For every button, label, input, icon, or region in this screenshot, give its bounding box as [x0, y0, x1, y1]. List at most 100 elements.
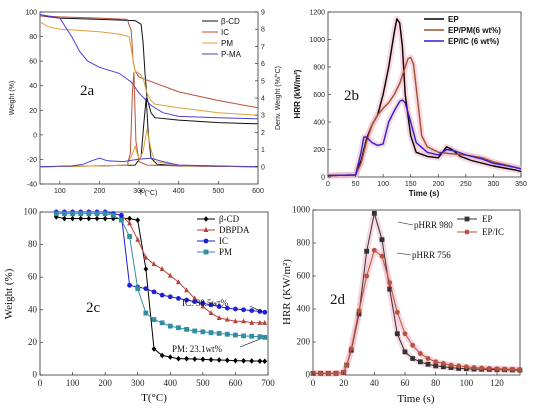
series--cd-point: [262, 358, 268, 365]
panel-2d-x-tick-label: 40: [370, 378, 380, 388]
series-pm-point: [102, 211, 108, 217]
series-ic-point: [127, 282, 132, 288]
series--cd-point: [127, 215, 132, 222]
series-ic-dtg-line: [39, 72, 259, 168]
panel-2a-x-tick-label: 200: [94, 188, 106, 195]
panel-2c-annotation-pm: PM: 23.1wt%: [172, 344, 223, 354]
series-p-ma-dtg-line: [39, 157, 259, 168]
panel-2d-y-tick-label: 0: [306, 370, 311, 380]
series-ep-point: [371, 210, 377, 216]
panel-2a-y2-tick-label: 4: [261, 96, 265, 103]
panel-2b-ylabel: HRR (kW/m²): [293, 69, 302, 118]
series-ep-ic-point: [325, 370, 331, 376]
series--cd-line: [39, 15, 259, 125]
series-ic-point: [224, 305, 230, 311]
series-ep-ic-point: [318, 370, 324, 376]
panel-2d-y-tick-label: 800: [297, 238, 311, 248]
series-pm-point: [200, 329, 206, 335]
panel-2d-x-tick-label: 80: [431, 378, 441, 388]
panel-2b-y-tick-label: 0: [321, 175, 325, 182]
panel-2a-y-tick-label: -20: [27, 157, 37, 164]
series-ep-point: [410, 356, 416, 361]
panel-2a-y2-tick-label: 8: [261, 27, 265, 34]
panel-2a-x-tick-label: 500: [213, 188, 225, 195]
legend-marker--cd: [203, 216, 209, 222]
series-ic-point: [249, 308, 255, 314]
series-pm-point: [233, 332, 238, 338]
legend-label-ep: EP: [448, 15, 459, 24]
series-ep-point: [433, 363, 439, 369]
series-ic-point: [151, 289, 157, 295]
series-pm-point: [94, 211, 100, 217]
series-dbpda-point: [143, 254, 149, 260]
series-dbpda-point: [233, 318, 238, 324]
panel-2a-y-tick-label: 80: [29, 34, 37, 41]
panel-2a-y2label: Deriv. Weight (%/°C): [274, 66, 282, 130]
panel-2b-x-tick-label: 200: [432, 181, 444, 188]
panel-2a-x-tick-label: 400: [173, 188, 185, 195]
panel-2d-x-tick-label: 60: [401, 378, 411, 388]
series-band-ep-ic: [313, 247, 521, 377]
series--cd-point: [86, 215, 92, 222]
panel-2b-x-tick-label: 350: [515, 181, 527, 188]
series-pm-point: [241, 333, 246, 339]
series-pm-point: [135, 286, 141, 292]
panel-2a-y2-tick-label: 2: [261, 130, 265, 137]
series-pm-point: [262, 334, 268, 340]
panel-2a: -40 -20 0 20 40 60 80 100 0 1 2 3 4 5 6 7 8 9 100 200 300 4…: [9, 10, 282, 198]
panel-2c-arrow-pm: [239, 338, 261, 348]
panel-2a-y2-tick-label: 7: [261, 44, 265, 51]
panel-2c-x-tick-label: 500: [196, 378, 210, 388]
series--cd-point: [159, 352, 165, 359]
series-dbpda-point: [216, 314, 222, 320]
series--cd-point: [184, 355, 189, 362]
series-ep-ic-point: [425, 356, 431, 361]
series-ic-point: [262, 309, 268, 315]
series-dbpda-point: [192, 295, 198, 301]
series-pm-point: [216, 331, 222, 336]
series-dbpda-point: [257, 319, 263, 325]
series-dbpda-point: [159, 266, 165, 272]
series-pm-point: [53, 211, 59, 217]
panel-2c-frame: [39, 211, 269, 376]
series-pm-dtg-line: [39, 128, 259, 168]
panel-2b-tag: 2b: [344, 88, 359, 104]
panel-2a-y-tick-label: 20: [29, 108, 37, 115]
series-ic-point: [143, 286, 149, 292]
series--cd-point: [241, 358, 246, 364]
legend-label--cd: β-CD: [219, 214, 240, 224]
series-ep-ic-point: [463, 364, 469, 370]
panel-2c-x-tick-label: 300: [131, 378, 145, 388]
series-ep-point: [448, 365, 454, 370]
series-ic-point: [200, 300, 206, 306]
panel-2a-ylabel: Weight (%): [9, 81, 16, 116]
panel-2a-y-tick-label: -40: [27, 182, 37, 189]
series-ep-ic-6-wt--line: [327, 99, 522, 177]
series-ep-ic-point: [348, 346, 354, 351]
series--cd-point: [224, 357, 230, 364]
series--cd-point: [216, 357, 222, 363]
series-dbpda-point: [249, 319, 255, 325]
series-ep-ic-point: [379, 253, 385, 259]
panel-2a-legend: β-CD IC PM P-MA: [202, 17, 242, 59]
panel-2c-x-tick-label: 600: [229, 378, 243, 388]
series-ep-ic-point: [440, 361, 446, 366]
series--cd-point: [167, 354, 173, 360]
series-dbpda-point: [135, 236, 141, 242]
series-ep-ic-point: [364, 273, 370, 279]
legend-label-pma: P-MA: [221, 50, 242, 59]
series--cd-point: [200, 356, 206, 363]
series-pm-point: [249, 333, 255, 339]
legend-label-pm: PM: [219, 247, 232, 257]
series-ic-point: [167, 294, 173, 300]
panel-2b-y-tick-label: 1200: [309, 10, 325, 17]
series-ep-ic-point: [456, 363, 462, 369]
panel-2d-x-tick-label: 120: [490, 378, 504, 388]
panel-2c-y-tick-label: 60: [28, 272, 38, 282]
series-ep-ic-point: [402, 331, 408, 337]
series--cd-point: [151, 346, 157, 352]
panel-2b-xlabel: Time (s): [409, 189, 440, 198]
panel-2b-x-tick-label: 50: [352, 181, 360, 188]
